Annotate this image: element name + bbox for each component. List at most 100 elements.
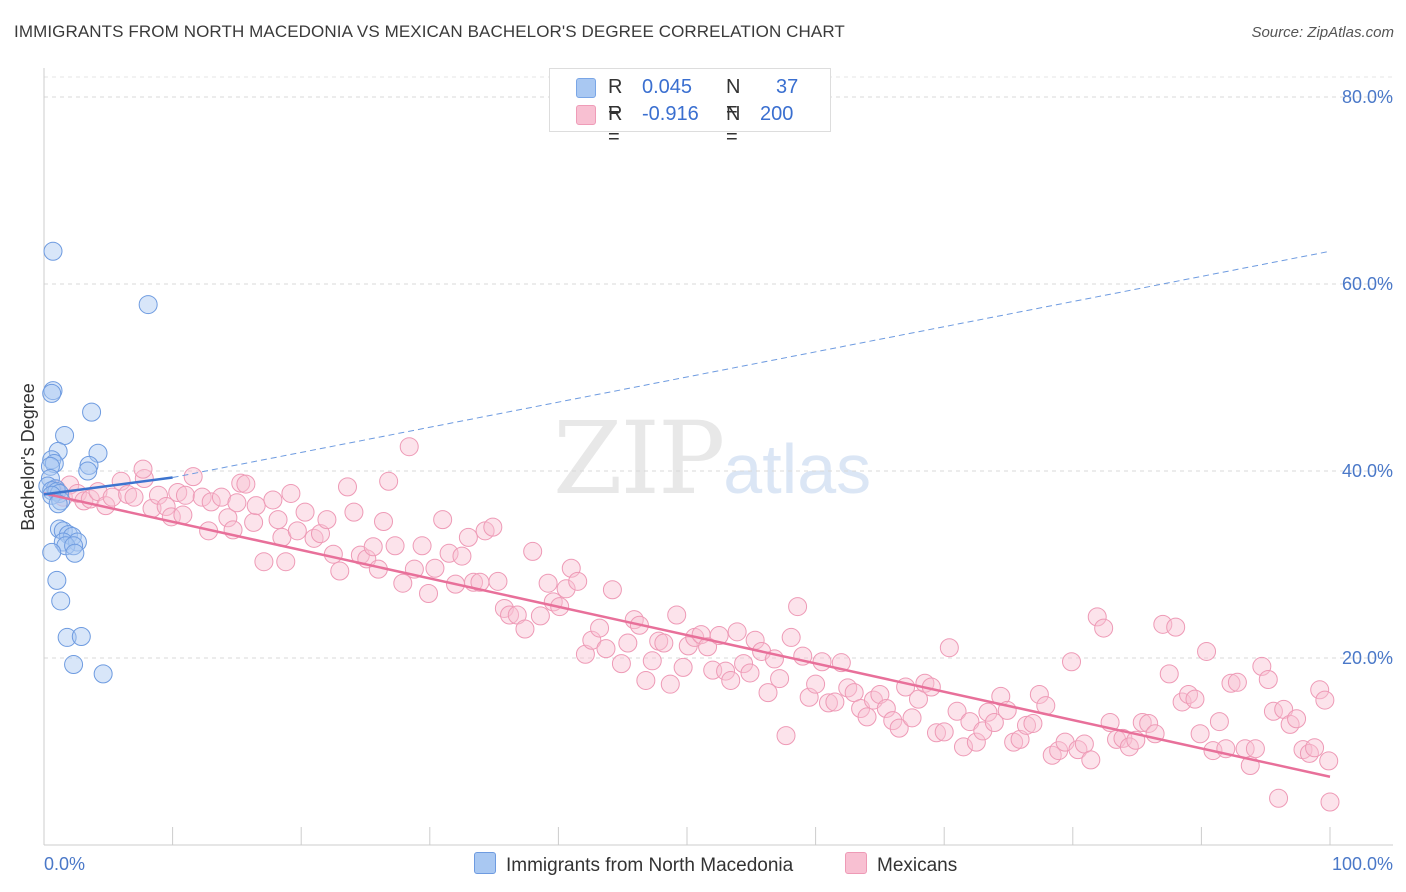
mexicans-point <box>1139 713 1159 733</box>
macedonia-point <box>64 536 84 556</box>
mexicans-point <box>419 583 439 603</box>
mexicans-point <box>596 639 616 659</box>
mexicans-point <box>902 708 922 728</box>
mexicans-point <box>740 663 760 683</box>
mexicans-point <box>844 683 864 703</box>
mexicans-point <box>425 558 445 578</box>
mexicans-point <box>812 652 832 672</box>
mexicans-point <box>642 651 662 671</box>
legend-swatch-macedonia <box>474 852 496 874</box>
macedonia-point <box>55 425 75 445</box>
mexicans-point <box>953 737 973 757</box>
x-tick-label: 100.0% <box>1332 854 1393 874</box>
mexicans-point <box>1010 729 1030 749</box>
legend-item-mexicans: Mexicans <box>845 852 957 877</box>
mexicans-point <box>379 471 399 491</box>
macedonia-point <box>51 591 71 611</box>
mexicans-point <box>287 521 307 541</box>
mexicans-point <box>776 726 796 746</box>
mexicans-point <box>515 619 535 639</box>
mexicans-point <box>268 510 288 530</box>
macedonia-point <box>64 655 84 675</box>
mexicans-point <box>452 546 472 566</box>
legend-label-macedonia: Immigrants from North Macedonia <box>506 855 794 876</box>
mexicans-point <box>330 561 350 581</box>
mexicans-point <box>244 512 264 532</box>
mexicans-point <box>1245 739 1265 759</box>
mexicans-point <box>926 723 946 743</box>
y-tick-label: 80.0% <box>1342 87 1393 107</box>
mexicans-point <box>818 693 838 713</box>
macedonia-point <box>65 543 85 563</box>
mexicans-point <box>1094 618 1114 638</box>
mexicans-point <box>721 670 741 690</box>
mexicans-point <box>363 537 383 557</box>
watermark-zip: ZIP <box>553 400 725 517</box>
mexicans-point <box>183 467 203 487</box>
mexicans-point <box>1315 690 1335 710</box>
legend-swatch-mexicans <box>845 852 867 874</box>
macedonia-point <box>57 627 77 647</box>
mexicans-point <box>960 712 980 732</box>
mexicans-point <box>399 437 419 457</box>
macedonia-point <box>67 532 87 552</box>
mexicans-point <box>636 670 656 690</box>
mexicans-point <box>870 684 890 704</box>
y-axis-label: Bachelor's Degree <box>18 383 38 531</box>
mexicans-point <box>231 473 251 493</box>
mexicans-point <box>1132 713 1152 733</box>
macedonia-point <box>138 295 158 315</box>
macedonia-trend-extension <box>172 250 1331 479</box>
mexicans-point <box>295 502 315 522</box>
mexicans-point <box>1081 750 1101 770</box>
mexicans-point <box>1087 607 1107 627</box>
legend-r-label: R = <box>608 103 623 148</box>
mexicans-point <box>1221 673 1241 693</box>
mexicans-point <box>500 605 520 625</box>
macedonia-point <box>43 241 63 261</box>
mexicans-point <box>412 536 432 556</box>
mexicans-point <box>102 487 122 507</box>
legend-n-label: N = <box>726 76 741 121</box>
mexicans-point <box>568 571 588 591</box>
mexicans-point <box>1029 684 1049 704</box>
mexicans-point <box>602 580 622 600</box>
mexicans-point <box>218 508 238 528</box>
mexicans-point <box>876 698 896 718</box>
mexicans-point <box>806 674 826 694</box>
mexicans-point <box>1293 740 1313 760</box>
mexicans-point <box>1287 709 1307 729</box>
mexicans-point <box>276 552 296 572</box>
legend-n-label: N = <box>726 103 741 148</box>
x-tick-label: 0.0% <box>44 854 85 874</box>
mexicans-point <box>889 718 909 738</box>
mexicans-point <box>168 483 188 503</box>
mexicans-point <box>337 477 357 497</box>
mexicans-point <box>788 597 808 617</box>
mexicans-point <box>1159 664 1179 684</box>
mexicans-trend-line <box>43 492 1331 778</box>
macedonia-point <box>42 383 62 403</box>
source-label: Source: ZipAtlas.com <box>1251 24 1394 41</box>
y-tick-label: 40.0% <box>1342 461 1393 481</box>
mexicans-point <box>236 474 256 494</box>
mexicans-point <box>1227 672 1247 692</box>
macedonia-point <box>42 542 62 562</box>
mexicans-point <box>978 702 998 722</box>
legend-n-value: 200 <box>760 103 794 125</box>
mexicans-point <box>1305 738 1325 758</box>
mexicans-point <box>175 485 195 505</box>
mexicans-point <box>523 541 543 561</box>
mexicans-point <box>173 505 193 525</box>
mexicans-point <box>611 654 631 674</box>
macedonia-point <box>71 626 91 646</box>
macedonia-point <box>47 570 67 590</box>
mexicans-point <box>716 661 736 681</box>
mexicans-point <box>1017 715 1037 735</box>
mexicans-point <box>458 527 478 547</box>
mexicans-point <box>1074 734 1094 754</box>
chart-title: IMMIGRANTS FROM NORTH MACEDONIA VS MEXIC… <box>14 22 845 41</box>
mexicans-point <box>1310 680 1330 700</box>
mexicans-point <box>1209 712 1229 732</box>
